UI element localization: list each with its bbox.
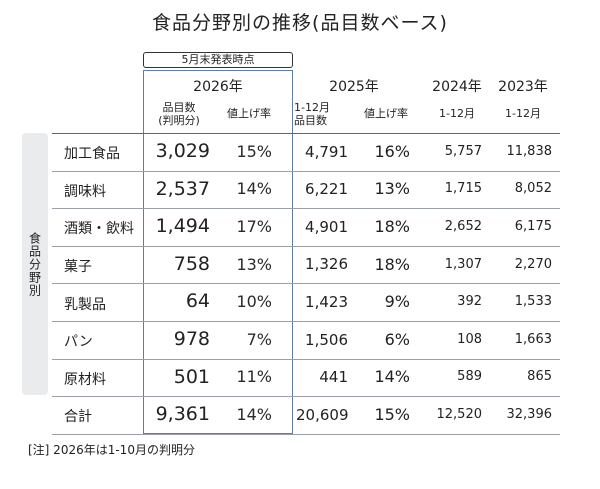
count-2023-cell: 1,533 [514,294,552,310]
subheader-2023-period: 1-12月 [505,107,541,120]
count-2025-cell: 20,609 [296,405,349,424]
rate-2026-cell: 13% [236,254,272,274]
publication-tag: 5月末発表時点 [143,52,293,68]
count-2025-cell: 1,506 [305,330,348,349]
table-title: 食品分野別の推移(品目数ベース) [152,12,448,34]
rate-2025-cell: 18% [374,254,410,274]
subheader-2024-period: 1-12月 [439,107,475,120]
rate-2026-cell: 10% [236,292,272,312]
category-cell: 加工食品 [64,146,120,163]
count-2023-cell: 2,270 [514,256,552,272]
rate-2026-cell: 14% [236,405,272,425]
count-2024-cell: 5,757 [444,143,482,159]
count-2024-cell: 2,652 [444,218,482,234]
count-2024-cell: 1,307 [444,256,482,272]
row-divider [52,245,560,247]
count-2023-cell: 865 [527,369,552,385]
rate-2026-cell: 15% [236,141,272,161]
row-divider [52,283,560,285]
count-2025-cell: 4,791 [305,142,348,161]
rate-2025-cell: 14% [374,367,410,387]
count-2023-cell: 8,052 [514,181,552,197]
count-2023-cell: 11,838 [506,143,553,159]
rate-2025-cell: 16% [374,141,410,161]
count-2025-cell: 441 [319,368,348,387]
count-2023-cell: 1,663 [514,331,552,347]
year-header-2024: 2024年 [432,79,482,95]
row-divider [52,433,560,435]
count-2024-cell: 589 [457,369,482,385]
year-header-2025: 2025年 [329,79,379,95]
side-label-text: 食品分野別 [27,231,42,297]
rate-2026-cell: 11% [236,367,272,387]
count-2026-cell: 1,494 [155,215,210,238]
row-divider [52,170,560,172]
count-2026-cell: 64 [185,290,210,313]
highlight-2026-column [143,70,293,434]
header-divider [52,133,560,134]
count-2026-cell: 978 [173,328,210,351]
count-2024-cell: 108 [457,331,482,347]
rate-2025-cell: 15% [374,405,410,425]
rate-2025-cell: 9% [384,292,410,312]
category-cell: 合計 [64,409,92,426]
rate-2026-cell: 14% [236,179,272,199]
count-2026-cell: 758 [173,252,210,275]
rate-2025-cell: 18% [374,217,410,237]
count-2026-cell: 2,537 [155,177,210,200]
count-2024-cell: 1,715 [444,181,482,197]
rate-2025-cell: 13% [374,179,410,199]
subheader-2026-count: 品目数 (判明分) [158,101,200,127]
row-divider [52,358,560,360]
count-2023-cell: 6,175 [514,218,552,234]
footnote: [注] 2026年は1-10月の判明分 [28,443,195,457]
category-cell: パン [64,334,93,351]
rate-2026-cell: 17% [236,217,272,237]
row-divider [52,321,560,322]
count-2024-cell: 12,520 [436,406,483,422]
category-cell: 乳製品 [64,296,106,313]
rate-2025-cell: 6% [384,329,410,349]
count-2026-cell: 501 [173,365,210,388]
count-2024-cell: 392 [457,294,482,310]
category-cell: 菓子 [64,258,92,275]
count-2023-cell: 32,396 [506,406,553,422]
count-2025-cell: 6,221 [305,180,348,199]
category-cell: 酒類・飲料 [64,221,134,238]
count-2025-cell: 4,901 [305,217,348,236]
category-cell: 原材料 [64,371,106,388]
count-2026-cell: 3,029 [155,140,210,163]
subheader-2025-count: 1-12月 品目数 [294,101,330,127]
row-divider [52,396,560,398]
row-divider [52,208,560,210]
count-2026-cell: 9,361 [155,403,210,426]
year-header-2023: 2023年 [498,79,548,95]
rate-2026-cell: 7% [246,329,272,349]
category-cell: 調味料 [64,183,106,200]
count-2025-cell: 1,423 [305,292,348,311]
subheader-2026-rate: 値上げ率 [227,107,271,120]
count-2025-cell: 1,326 [305,255,348,274]
subheader-2025-rate: 値上げ率 [364,107,408,120]
year-header-2026: 2026年 [193,79,243,95]
side-category-label: 食品分野別 [22,133,48,395]
